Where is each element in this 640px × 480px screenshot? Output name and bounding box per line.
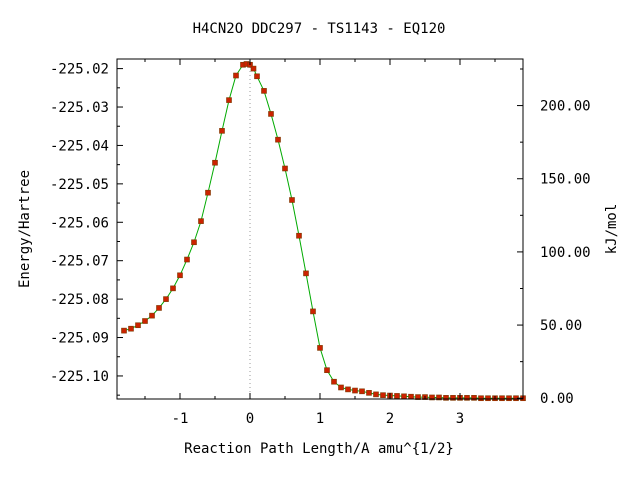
x-tick-label: 2 [386,411,394,427]
data-point [212,159,218,166]
data-point [296,232,302,239]
x-axis-label: Reaction Path Length/A amu^{1/2} [184,441,454,457]
data-point [324,367,330,373]
data-point [142,318,148,324]
x-tick-label: 3 [456,411,464,427]
data-point [184,256,190,263]
data-point [219,128,225,134]
data-point [485,395,491,402]
y2-tick-label: 100.00 [540,245,591,261]
y-tick-label: -225.05 [50,177,109,193]
y-tick-label: -225.06 [50,215,109,231]
data-point [163,296,169,302]
data-point [331,378,337,385]
data-point [380,392,386,398]
y2-axis-label: kJ/mol [604,204,620,255]
data-point [205,189,211,196]
data-point [250,65,257,72]
data-point [464,395,470,401]
data-point [177,272,183,279]
data-point [303,270,309,277]
data-point [506,395,512,402]
y-tick-label: -225.03 [50,100,109,116]
y2-tick-label: 0.00 [540,391,574,407]
data-point [471,395,477,401]
x-tick-label: 0 [246,411,254,427]
y-tick-label: -225.10 [50,369,109,385]
data-points [121,61,526,402]
data-point [366,390,372,396]
data-point [128,325,134,332]
data-point [310,308,316,315]
data-point [338,384,344,391]
y2-tick-label: 150.00 [540,172,591,188]
data-point [226,97,232,103]
data-point [394,393,400,399]
x-tick-label: 1 [316,411,324,427]
y-tick-label: -225.09 [50,331,109,347]
data-point [198,218,204,224]
plot-area [121,59,526,402]
y-tick-label: -225.02 [50,62,109,78]
data-point [289,197,295,203]
data-point [149,312,155,319]
data-point [443,395,449,401]
x-axis: -1 0 1 2 3 [144,59,496,427]
chart-title: H4CN2O DDC297 - TS1143 - EQ120 [193,21,446,37]
y2-tick-label: 50.00 [540,318,582,334]
energy-curve [123,63,523,399]
data-point [135,322,141,329]
y-tick-label: -225.07 [50,254,109,270]
data-point [121,327,127,334]
y-tick-label: -225.04 [50,138,109,154]
data-point [429,394,435,401]
y-tick-label: -225.08 [50,292,109,308]
data-point [408,393,414,400]
data-point [359,388,365,395]
data-point [401,393,407,400]
x-tick-label: -1 [172,411,189,427]
data-point [268,111,274,117]
data-point [436,394,442,401]
y-axis-label: Energy/Hartree [17,170,33,288]
data-point [275,136,281,143]
y-axis-right: 0.00 50.00 100.00 150.00 200.00 [517,68,591,407]
data-point [373,391,379,398]
data-point [233,72,239,79]
data-point [191,239,197,246]
data-point [282,165,288,172]
y-axis-left: -225.02 -225.03 -225.04 -225.05 -225.06 -225.… [50,62,123,396]
y2-tick-label: 200.00 [540,99,591,115]
data-point [170,285,176,292]
data-point [254,73,260,80]
data-point [478,395,484,402]
data-point [352,387,358,394]
data-point [499,395,505,402]
data-point [345,386,351,393]
data-point [317,345,323,351]
data-point [261,88,267,94]
data-point [450,395,456,401]
data-point [156,305,162,311]
data-point [415,394,421,400]
